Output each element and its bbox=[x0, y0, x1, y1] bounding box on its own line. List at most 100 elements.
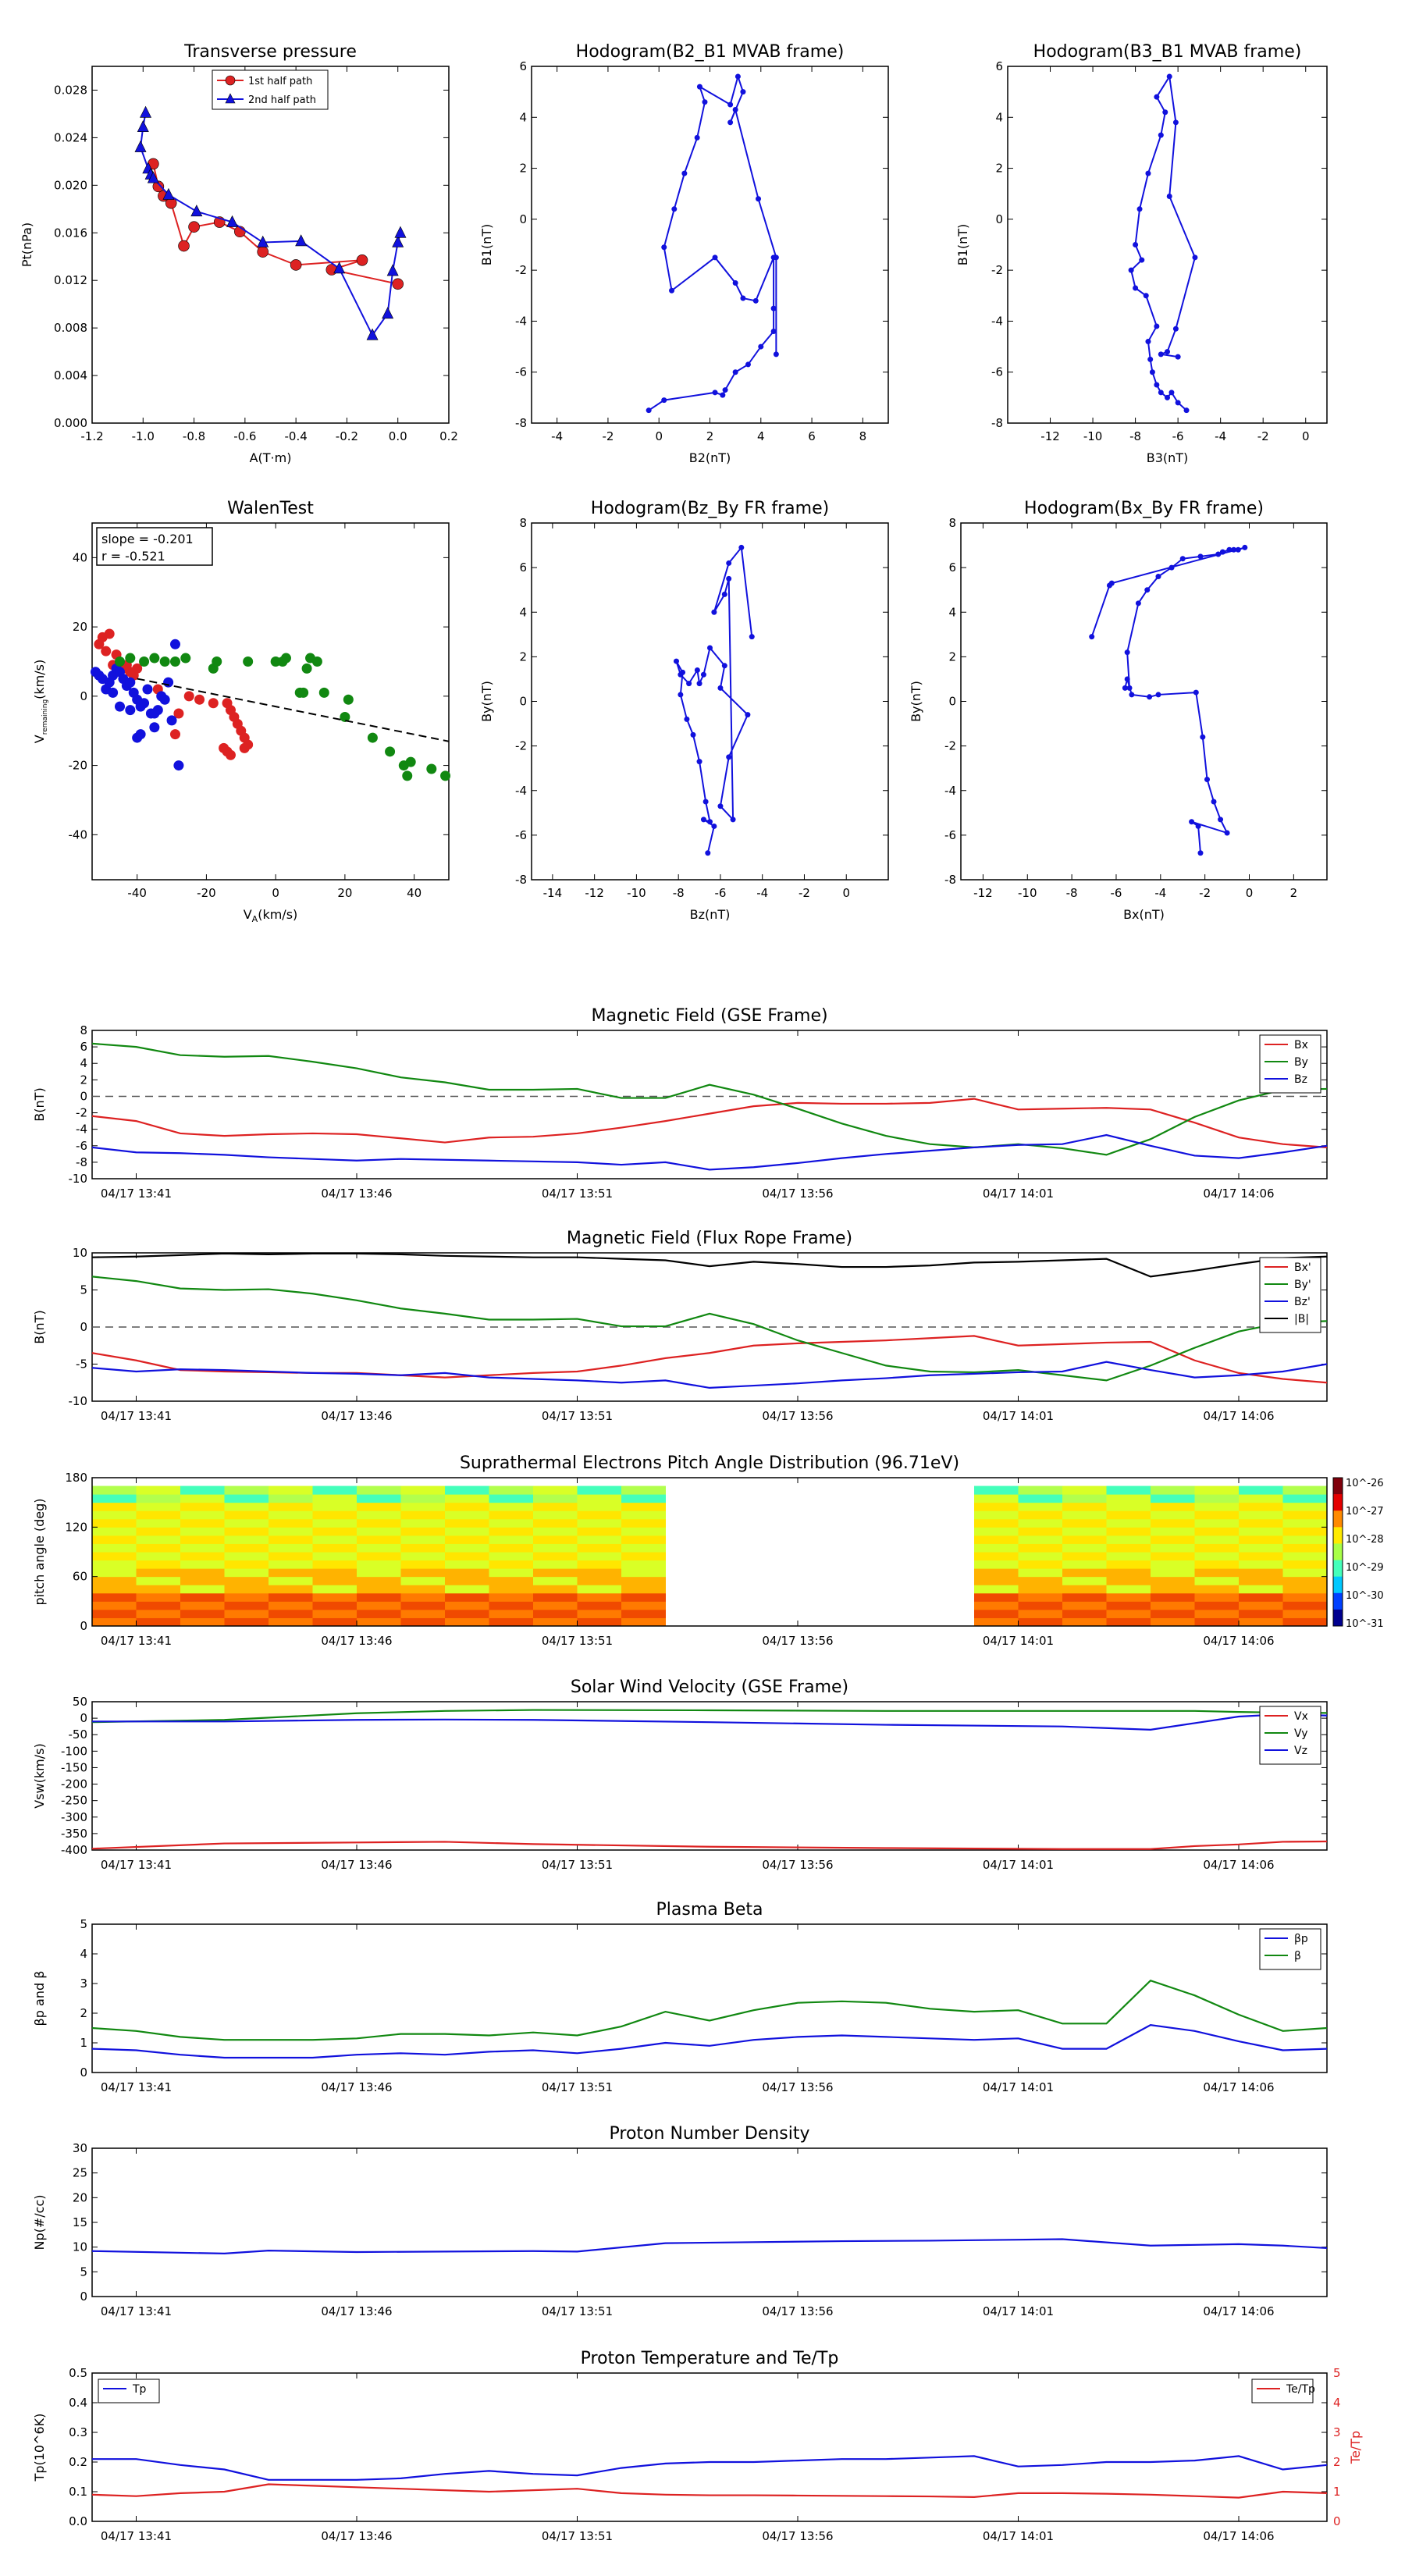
heatmap-cell bbox=[136, 1552, 181, 1561]
legend-label: By' bbox=[1294, 1279, 1311, 1291]
data-point bbox=[1145, 339, 1151, 345]
data-point bbox=[671, 206, 678, 212]
heatmap-cell bbox=[533, 1485, 578, 1495]
data-point bbox=[333, 262, 346, 274]
data-point bbox=[1144, 587, 1151, 593]
data-point bbox=[661, 244, 667, 251]
y-right-axis-label: Te/Tp bbox=[1348, 2431, 1363, 2464]
data-point bbox=[301, 663, 312, 674]
heatmap-cell bbox=[577, 1502, 622, 1511]
heatmap-cell bbox=[224, 1527, 269, 1536]
heatmap-cell bbox=[136, 1617, 181, 1627]
heatmap-cell bbox=[224, 1609, 269, 1618]
x-tick-label: -12 bbox=[973, 886, 993, 900]
heatmap-cell bbox=[312, 1510, 357, 1520]
heatmap-cell bbox=[621, 1510, 666, 1520]
data-point bbox=[1133, 242, 1139, 247]
heatmap-cell bbox=[533, 1552, 578, 1561]
heatmap-cell bbox=[269, 1510, 313, 1520]
data-point bbox=[678, 671, 684, 678]
y-tick-label: 2 bbox=[995, 162, 1003, 176]
chart-magnetic-field-gse: Magnetic Field (GSE Frame) 04/17 13:41 04/… bbox=[32, 1006, 1328, 1201]
y-tick-label: 5 bbox=[80, 1917, 87, 1931]
chart-title: Solar Wind Velocity (GSE Frame) bbox=[571, 1678, 848, 1697]
heatmap-cell bbox=[533, 1510, 578, 1520]
y-tick-label: -4 bbox=[515, 314, 527, 328]
data-point bbox=[711, 609, 717, 615]
y-right-tick-label: 0 bbox=[1333, 2514, 1341, 2528]
data-point bbox=[661, 397, 667, 404]
data-point bbox=[1183, 407, 1190, 414]
y-axis-label: Np(#/cc) bbox=[32, 2195, 47, 2250]
y-tick-label: -4 bbox=[76, 1123, 87, 1137]
heatmap-cell bbox=[974, 1592, 1019, 1602]
heatmap-cell bbox=[489, 1485, 534, 1495]
data-point bbox=[1147, 356, 1154, 362]
heatmap-cell bbox=[974, 1518, 1019, 1528]
colorbar-band bbox=[1333, 1609, 1343, 1627]
data-point bbox=[132, 663, 143, 674]
plot-frame bbox=[91, 522, 450, 881]
heatmap-cell bbox=[269, 1592, 313, 1602]
y-tick-label: -6 bbox=[991, 365, 1003, 379]
data-point bbox=[740, 89, 746, 95]
heatmap-cell bbox=[180, 1552, 225, 1561]
heatmap-cell bbox=[1282, 1510, 1328, 1520]
data-point bbox=[1165, 394, 1170, 400]
heatmap-cell bbox=[1151, 1518, 1195, 1528]
heatmap-cell bbox=[1194, 1518, 1240, 1528]
unit: (km/s) bbox=[32, 660, 47, 699]
data-point bbox=[1200, 734, 1206, 740]
y-axis-label: By(nT) bbox=[909, 681, 923, 722]
colorbar-band bbox=[1333, 1592, 1343, 1610]
y-tick-label: 10 bbox=[73, 1246, 87, 1260]
heatmap-cell bbox=[445, 1527, 489, 1536]
y-tick-label: 120 bbox=[65, 1520, 87, 1534]
heatmap-cell bbox=[400, 1576, 446, 1585]
chart-title: Hodogram(B2_B1 MVAB frame) bbox=[576, 42, 845, 62]
legend-label: By bbox=[1294, 1056, 1308, 1069]
heatmap-cell bbox=[489, 1543, 534, 1553]
heatmap-cell bbox=[312, 1585, 357, 1594]
data-point bbox=[402, 770, 413, 781]
data-point bbox=[1192, 254, 1198, 261]
data-point bbox=[1124, 676, 1130, 682]
heatmap-cell bbox=[1282, 1592, 1328, 1602]
heatmap-cell bbox=[577, 1609, 622, 1618]
series-line bbox=[91, 1709, 1328, 1724]
series-line bbox=[91, 2024, 1328, 2059]
legend-box bbox=[1251, 2379, 1314, 2403]
data-point bbox=[1135, 600, 1141, 607]
legend-label: Vz bbox=[1294, 1745, 1307, 1757]
y-tick-label: -6 bbox=[515, 828, 527, 842]
y-tick-label: -150 bbox=[61, 1760, 87, 1774]
heatmap-cell bbox=[1106, 1510, 1151, 1520]
hodogram-line bbox=[1130, 74, 1197, 411]
hodogram-line bbox=[648, 73, 777, 411]
heatmap-cell bbox=[180, 1510, 225, 1520]
heatmap-cell bbox=[1239, 1485, 1283, 1495]
y-tick-label: 4 bbox=[519, 605, 527, 619]
chart-title: Plasma Beta bbox=[656, 1900, 763, 1920]
data-point bbox=[705, 850, 711, 856]
heatmap-cell bbox=[1239, 1552, 1283, 1561]
heatmap-cell bbox=[1062, 1576, 1107, 1585]
heatmap-cell bbox=[269, 1568, 313, 1578]
y-tick-label: 2 bbox=[948, 649, 956, 664]
chart-title: Transverse pressure bbox=[183, 42, 357, 62]
chart-title: WalenTest bbox=[227, 499, 314, 518]
heatmap-cell bbox=[92, 1568, 137, 1578]
heatmap-cell bbox=[136, 1485, 181, 1495]
y-tick-label: -400 bbox=[61, 1843, 87, 1857]
plot-frame bbox=[91, 1923, 1328, 2073]
data-point bbox=[1242, 544, 1248, 550]
series-line bbox=[92, 2455, 1328, 2481]
data-point bbox=[149, 708, 160, 719]
y-tick-label: 0 bbox=[948, 695, 956, 709]
x-axis-label: B2(nT) bbox=[689, 450, 731, 465]
y-tick-label: -5 bbox=[76, 1357, 87, 1372]
x-tick-label: 04/17 13:51 bbox=[542, 2529, 613, 2543]
data-point bbox=[694, 667, 700, 674]
heatmap-cell bbox=[1194, 1485, 1240, 1495]
heatmap-cell bbox=[1018, 1535, 1063, 1544]
